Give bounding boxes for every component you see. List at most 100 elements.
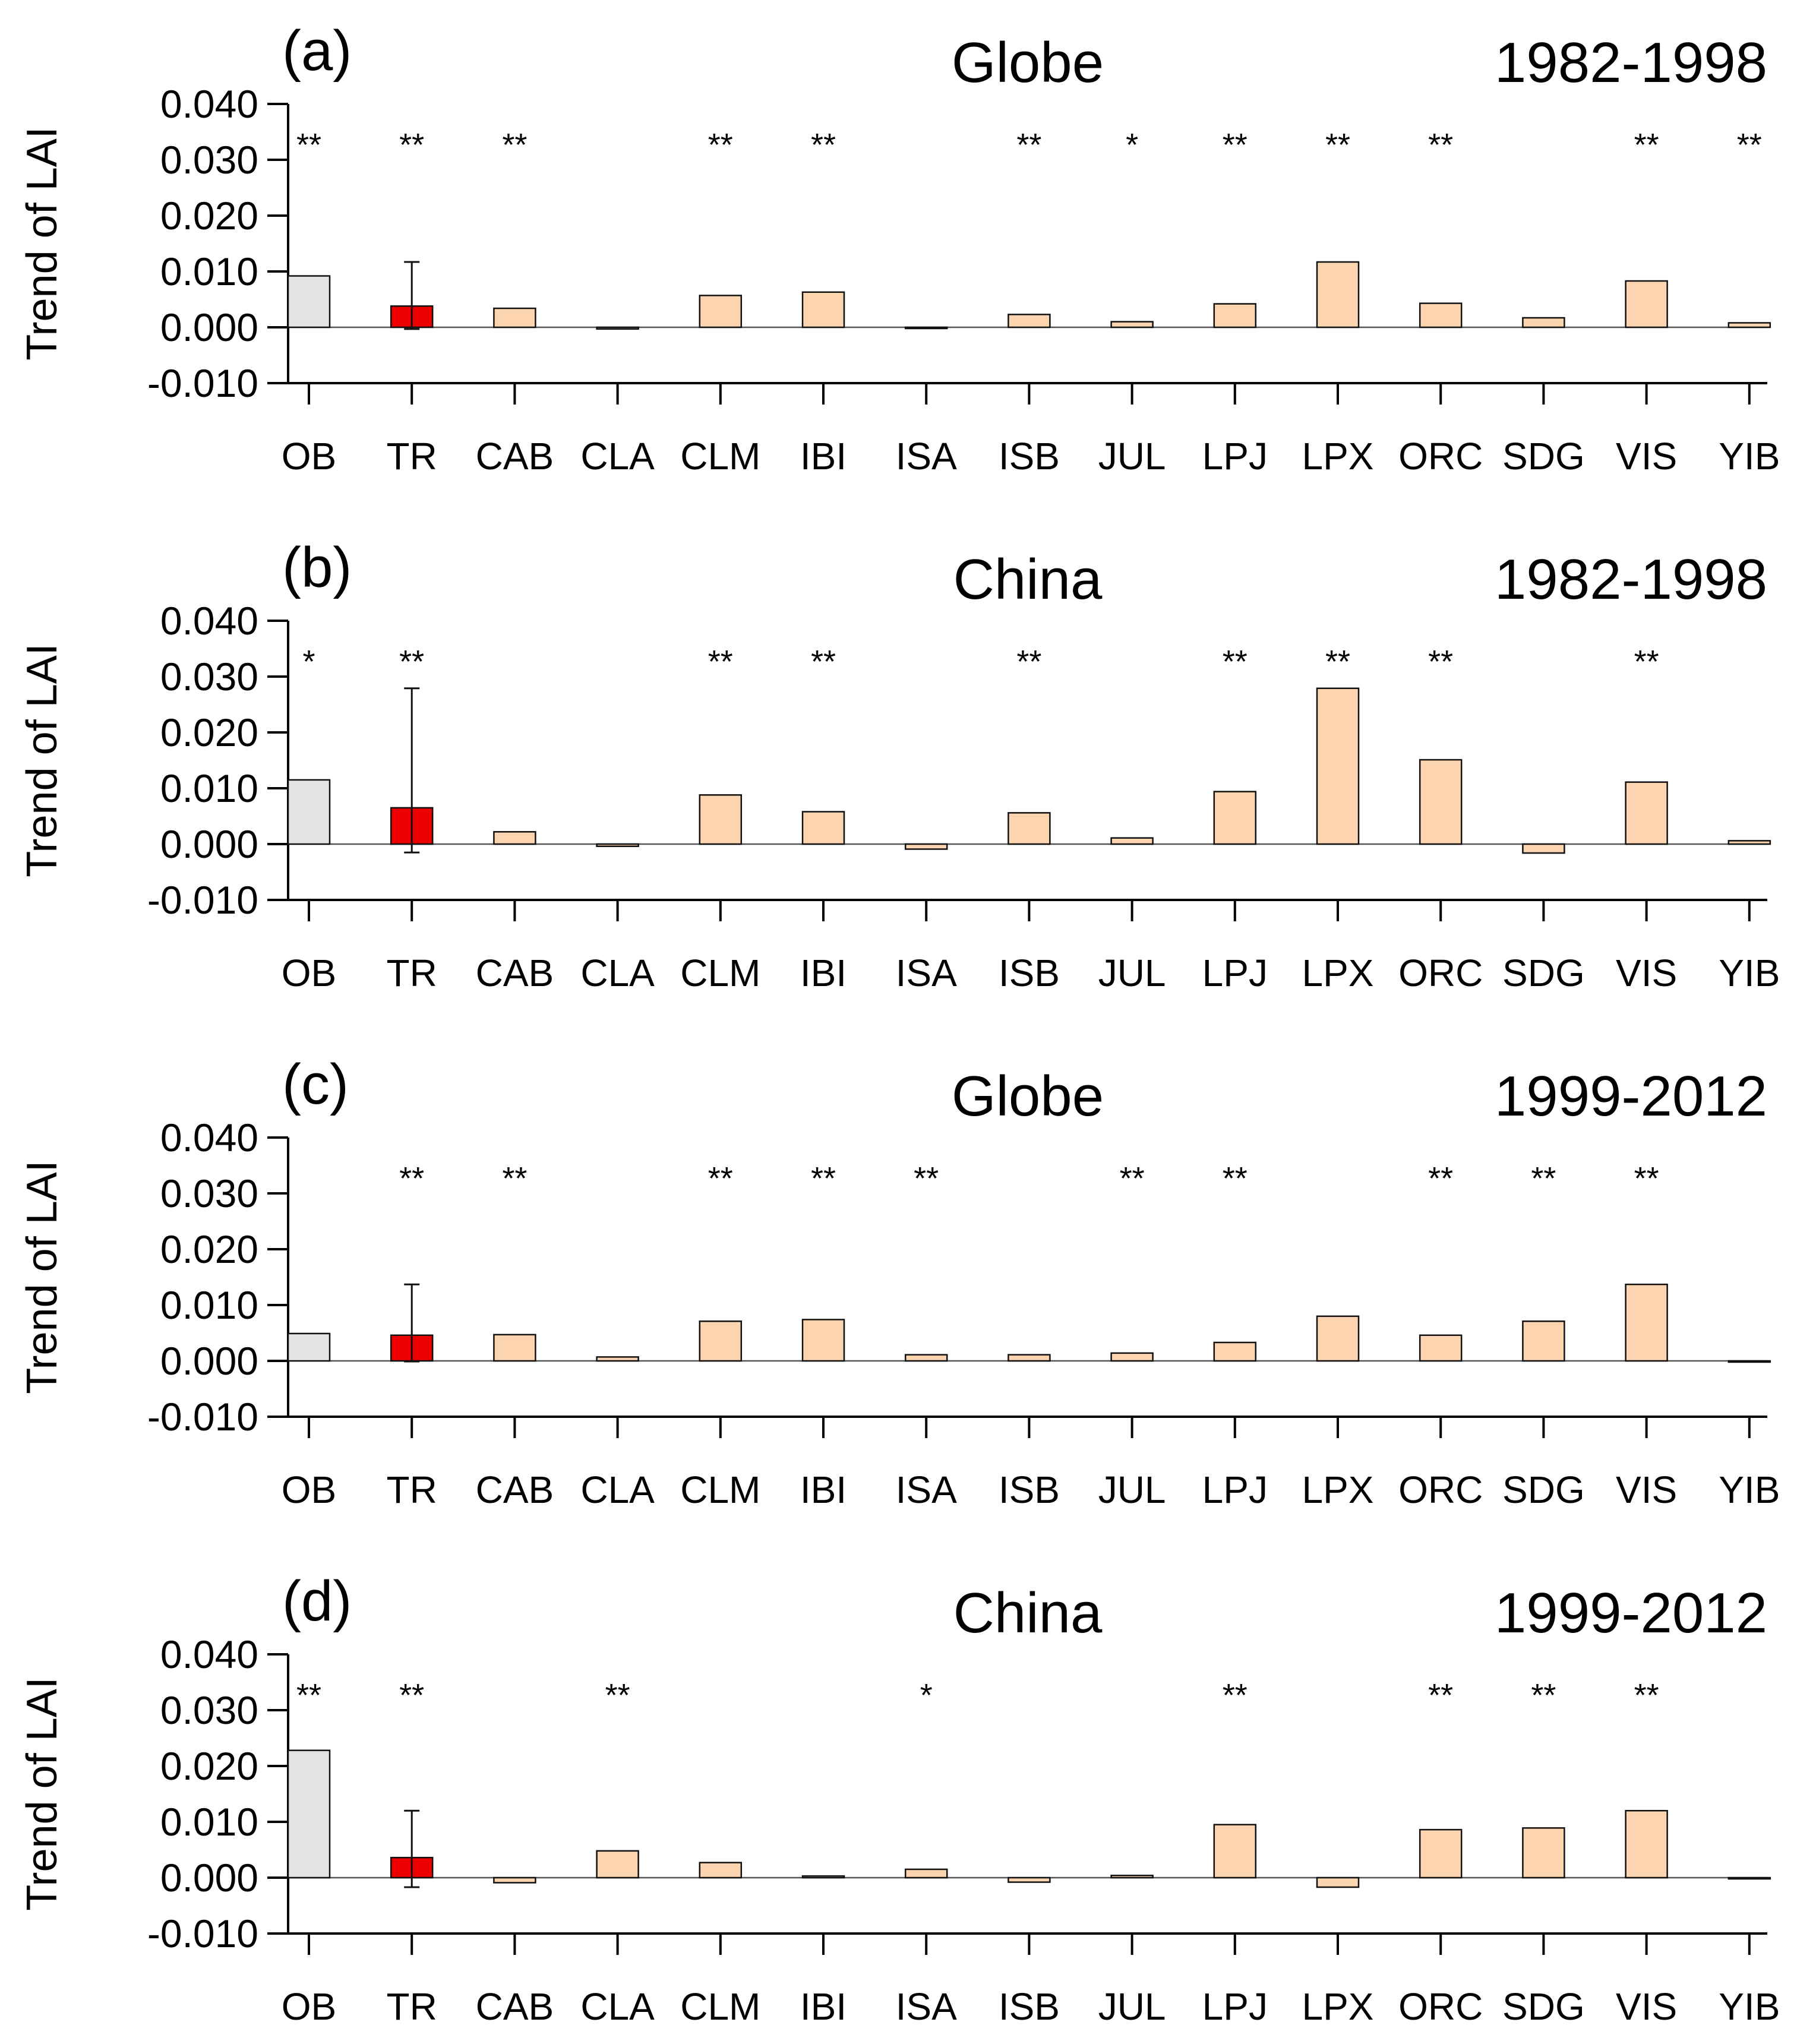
- significance-mark: **: [1325, 644, 1350, 680]
- error-bar-tr: [404, 687, 420, 854]
- bar-orc: [1419, 1828, 1463, 1879]
- bar-lpx: [1316, 1876, 1360, 1888]
- bar-isb: [1008, 1876, 1051, 1883]
- bar-jul: [1110, 1874, 1154, 1879]
- significance-mark: **: [914, 1161, 939, 1196]
- significance-mark: **: [1223, 1161, 1248, 1196]
- bar-vis: [1625, 1283, 1668, 1362]
- y-axis-label: Trend of LAI: [18, 643, 66, 877]
- bar-clm: [699, 794, 743, 845]
- y-tick-label: 0.020: [160, 710, 258, 754]
- significance-mark: **: [296, 1677, 321, 1713]
- period-title: 1999-2012: [1495, 1581, 1767, 1645]
- significance-mark: **: [1120, 1161, 1145, 1196]
- x-tick-label: LPJ: [1202, 435, 1268, 478]
- panel-label: (a): [282, 19, 352, 83]
- significance-mark: **: [502, 127, 527, 163]
- x-tick-label: CLA: [580, 1468, 655, 1511]
- x-tick-label: CLM: [680, 435, 760, 478]
- x-tick-label: ISB: [999, 1985, 1060, 2028]
- region-title: Globe: [952, 1064, 1104, 1128]
- y-tick-label: 0.020: [160, 194, 258, 238]
- x-tick-label: VIS: [1616, 435, 1677, 478]
- significance-mark: **: [399, 1677, 424, 1713]
- period-title: 1982-1998: [1495, 31, 1767, 94]
- significance-mark: *: [302, 644, 315, 680]
- significance-mark: **: [1016, 644, 1041, 680]
- bar-isa: [904, 1868, 948, 1879]
- y-tick-label: 0.030: [160, 1171, 258, 1215]
- x-tick-label: CAB: [476, 952, 554, 994]
- y-tick-label: 0.020: [160, 1227, 258, 1271]
- x-tick-label: TR: [387, 1985, 437, 2028]
- bar-lpj: [1213, 1341, 1257, 1362]
- significance-mark: **: [1634, 127, 1659, 163]
- x-tick-label: YIB: [1719, 435, 1780, 478]
- significance-mark: **: [708, 1161, 733, 1196]
- bar-orc: [1419, 302, 1463, 328]
- y-tick-label: 0.040: [160, 1116, 258, 1160]
- bar-ibi: [801, 811, 845, 845]
- bar-ob: [287, 779, 331, 845]
- x-tick-label: IBI: [800, 1468, 847, 1511]
- x-tick-label: SDG: [1502, 952, 1585, 994]
- bar-isa: [904, 843, 948, 850]
- bar-clm: [699, 1320, 743, 1362]
- x-tick-label: ISB: [999, 1468, 1060, 1511]
- period-title: 1982-1998: [1495, 548, 1767, 611]
- x-tick-label: OB: [282, 1468, 336, 1511]
- y-tick-label: 0.020: [160, 1744, 258, 1788]
- x-tick-label: CLA: [580, 1985, 655, 2028]
- x-tick-label: IBI: [800, 1985, 847, 2028]
- x-tick-label: TR: [387, 1468, 437, 1511]
- x-tick-label: ISA: [896, 952, 957, 994]
- significance-mark: **: [1428, 644, 1453, 680]
- bar-orc: [1419, 759, 1463, 845]
- bar-ibi: [801, 1875, 845, 1879]
- error-bar-tr: [404, 1809, 420, 1888]
- significance-mark: *: [1126, 127, 1138, 163]
- x-tick-label: ORC: [1398, 952, 1483, 994]
- significance-mark: **: [708, 127, 733, 163]
- panel-a: (a) Globe 1982-1998 Trend of LAI 0.040 0.030 0…: [18, 19, 1780, 478]
- bar-sdg: [1522, 1827, 1565, 1879]
- bar-isa: [904, 1354, 948, 1362]
- bar-isb: [1008, 812, 1051, 845]
- error-bar-tr: [404, 261, 420, 330]
- bar-lpx: [1316, 687, 1360, 845]
- y-tick-label: -0.010: [147, 1912, 258, 1955]
- x-tick-label: IBI: [800, 435, 847, 478]
- y-tick-label: 0.010: [160, 1283, 258, 1327]
- bar-sdg: [1522, 843, 1565, 854]
- significance-mark: **: [399, 1161, 424, 1196]
- bar-clm: [699, 295, 743, 328]
- bar-cab: [493, 307, 536, 328]
- y-tick-label: 0.010: [160, 249, 258, 293]
- error-bar-tr: [404, 1283, 420, 1363]
- x-tick-label: ORC: [1398, 1468, 1483, 1511]
- x-tick-label: CLM: [680, 1985, 760, 2028]
- significance-mark: **: [1634, 644, 1659, 680]
- region-title: Globe: [952, 31, 1104, 94]
- y-tick-label: 0.000: [160, 305, 258, 349]
- x-tick-label: LPX: [1302, 952, 1374, 994]
- bar-jul: [1110, 321, 1154, 328]
- y-axis-label: Trend of LAI: [18, 127, 66, 361]
- x-tick-label: LPJ: [1202, 1468, 1268, 1511]
- panel-d: (d) China 1999-2012 Trend of LAI 0.040 0.030 0…: [18, 1569, 1780, 2028]
- bar-jul: [1110, 837, 1154, 845]
- x-tick-label: OB: [282, 1985, 336, 2028]
- significance-mark: **: [399, 644, 424, 680]
- significance-mark: **: [1531, 1161, 1556, 1196]
- bar-lpj: [1213, 791, 1257, 845]
- x-tick-label: ISA: [896, 1985, 957, 2028]
- bar-yib: [1727, 1876, 1771, 1880]
- x-tick-label: SDG: [1502, 1985, 1585, 2028]
- panel-c: (c) Globe 1999-2012 Trend of LAI 0.040 0.030 0…: [18, 1053, 1780, 1511]
- bar-lpx: [1316, 1315, 1360, 1362]
- significance-mark: **: [296, 127, 321, 163]
- bar-lpj: [1213, 303, 1257, 328]
- bar-vis: [1625, 280, 1668, 328]
